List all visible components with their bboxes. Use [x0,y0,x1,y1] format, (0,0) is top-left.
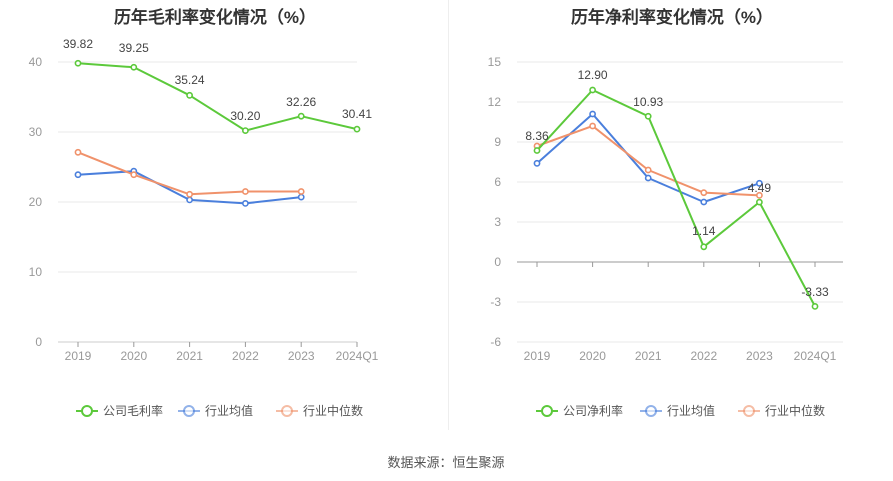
y-tick-label: -3 [490,295,501,309]
legend-label: 行业中位数 [765,403,825,418]
y-tick-label: 10 [29,265,43,279]
data-point [700,189,708,197]
data-label: 8.36 [525,129,549,143]
data-label: 35.24 [175,73,205,87]
x-tick-label: 2022 [690,349,717,363]
data-label: 32.26 [286,95,316,109]
data-point [74,171,82,179]
data-point [644,174,652,182]
data-point [241,199,249,207]
data-point [186,91,193,99]
data-point [297,193,305,201]
y-tick-label: 6 [494,175,501,189]
legend-marker [183,405,195,417]
x-tick-label: 2024Q1 [794,349,837,363]
data-point [756,179,763,187]
data-point [74,59,82,67]
y-tick-label: 40 [29,55,43,69]
legend-label: 公司毛利率 [103,403,163,418]
data-label: 30.20 [230,109,260,123]
data-point [644,112,652,120]
y-tick-label: 20 [29,195,43,209]
data-point [241,127,249,134]
x-tick-label: 2021 [176,349,203,363]
data-point [533,159,541,167]
data-point [811,302,819,310]
x-tick-label: 2020 [579,349,606,363]
x-tick-label: 2022 [232,349,259,363]
series-line-公司净利率 [536,89,816,307]
legend-label: 行业中位数 [303,403,363,418]
chart-divider [448,0,449,430]
y-tick-label: 30 [29,125,43,139]
data-label: 12.90 [578,68,608,82]
data-point [130,171,138,179]
legend-marker [81,405,93,417]
y-tick-label: 12 [488,95,502,109]
data-label: 39.82 [63,37,93,51]
x-tick-label: 2020 [120,349,147,363]
chart-2: -6 -3 0 3 6 9 12 15 2019 2020 2021 2022 2023 2024Q1 8.… [488,55,843,418]
y-tick-label: 15 [488,55,502,69]
data-point [589,122,596,130]
data-label: 39.25 [119,41,149,55]
legend-marker [645,405,657,417]
y-tick-label: 0 [35,335,42,349]
legend-marker [281,405,293,417]
data-label: 4.49 [748,181,772,195]
data-point [74,148,82,156]
x-tick-label: 2019 [65,349,92,363]
data-point [130,63,138,71]
y-tick-label: -6 [490,335,501,349]
x-tick-label: 2024Q1 [336,349,379,363]
x-tick-label: 2023 [288,349,315,363]
data-label: 10.93 [633,95,663,109]
data-label: 30.41 [342,107,372,121]
data-point [644,166,652,174]
data-point [533,147,541,154]
x-tick-label: 2019 [524,349,551,363]
source-note: 数据来源：恒生聚源 [387,455,505,470]
data-point [186,196,193,204]
data-point [756,198,763,206]
data-point [241,188,249,195]
data-point [589,86,596,94]
y-tick-label: 9 [494,135,501,149]
data-point [186,190,193,198]
legend-marker [541,405,553,417]
data-point [589,110,596,118]
series-line-公司毛利率 [77,62,358,132]
series-line-行业中位数 [536,125,760,197]
series-line-行业均值 [536,113,760,203]
data-point [297,188,305,195]
data-point [700,198,708,206]
x-tick-label: 2023 [746,349,773,363]
y-tick-label: 3 [494,215,501,229]
data-point [700,243,708,251]
legend-label: 行业均值 [205,403,253,418]
x-tick-label: 2021 [635,349,662,363]
chart-2-title: 历年净利率变化情况（%） [570,8,774,27]
legend-label: 公司净利率 [563,403,623,418]
data-point [353,125,361,133]
data-point [297,112,305,120]
legend-label: 行业均值 [667,403,715,418]
chart-1: 0 10 20 30 40 2019 2020 2021 2022 2023 2024Q1 39.82… [29,37,379,418]
data-point [756,191,763,199]
data-label: -3.33 [801,285,829,299]
legend-marker [743,405,755,417]
chart-1-title: 历年毛利率变化情况（%） [113,8,317,27]
y-tick-label: 0 [494,255,501,269]
data-label: 1.14 [692,224,716,238]
